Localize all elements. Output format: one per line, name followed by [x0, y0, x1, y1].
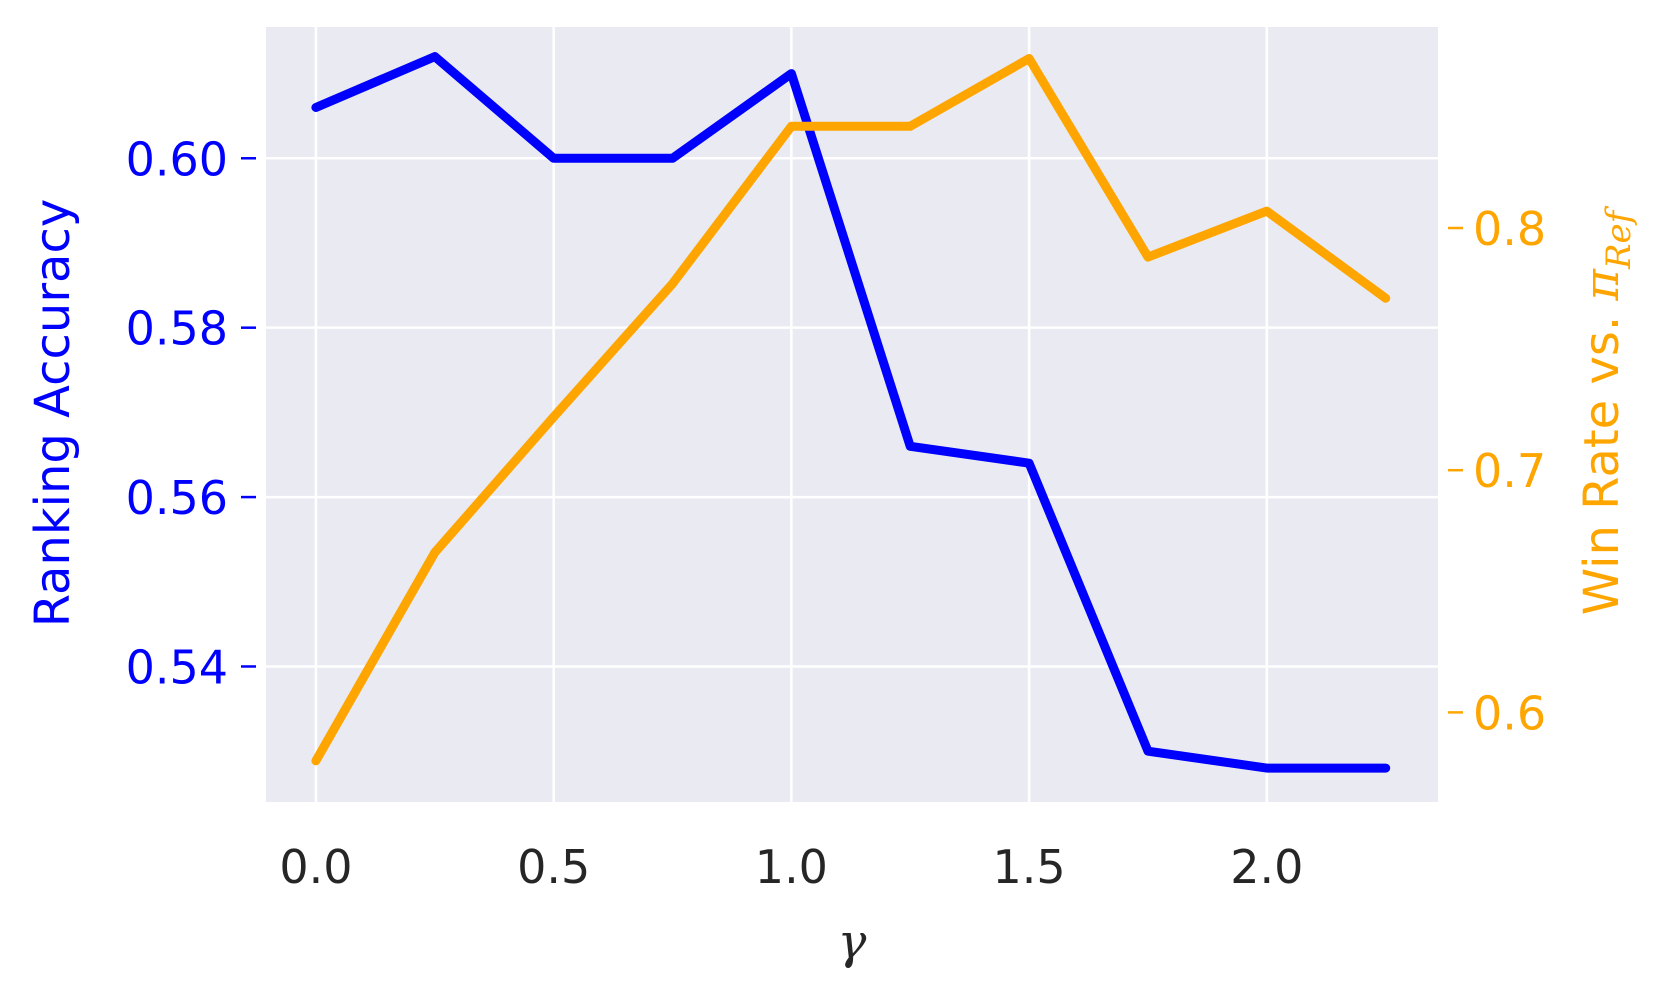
x-tick-label: 0.5: [517, 840, 590, 894]
right-y-tick-label: 0.6: [1473, 686, 1546, 740]
right-y-tick-label: 0.8: [1473, 202, 1546, 256]
series-layer: [311, 52, 1391, 773]
left-y-tick-label: 0.60: [126, 132, 228, 186]
left-y-axis-label: Ranking Accuracy: [25, 199, 81, 628]
right-y-axis-label-subscript: Ref: [1599, 205, 1639, 270]
right-y-tick-label: 0.7: [1473, 444, 1546, 498]
x-axis-label: γ: [838, 914, 867, 970]
right-y-axis-label: Win Rate vs. πRef: [1574, 205, 1639, 615]
left-y-tick-label: 0.58: [126, 302, 228, 356]
x-tick-label: 1.5: [993, 840, 1066, 894]
x-tick-label: 0.0: [279, 840, 352, 894]
right-y-axis-label-symbol: π: [1574, 268, 1630, 302]
right-y-axis: 0.6 0.7 0.8: [1448, 202, 1546, 740]
left-y-axis: 0.54 0.56 0.58 0.60: [126, 132, 256, 694]
x-axis: 0.0 0.5 1.0 1.5 2.0: [279, 840, 1303, 894]
plot-area: [266, 27, 1438, 802]
left-y-tick-label: 0.54: [126, 640, 228, 694]
x-tick-label: 2.0: [1230, 840, 1303, 894]
win-rate-line: [311, 54, 1391, 766]
right-y-axis-label-main: Win Rate vs.: [1574, 301, 1630, 616]
x-tick-label: 1.0: [755, 840, 828, 894]
left-y-tick-label: 0.56: [126, 471, 228, 525]
ranking-accuracy-line: [311, 52, 1391, 773]
